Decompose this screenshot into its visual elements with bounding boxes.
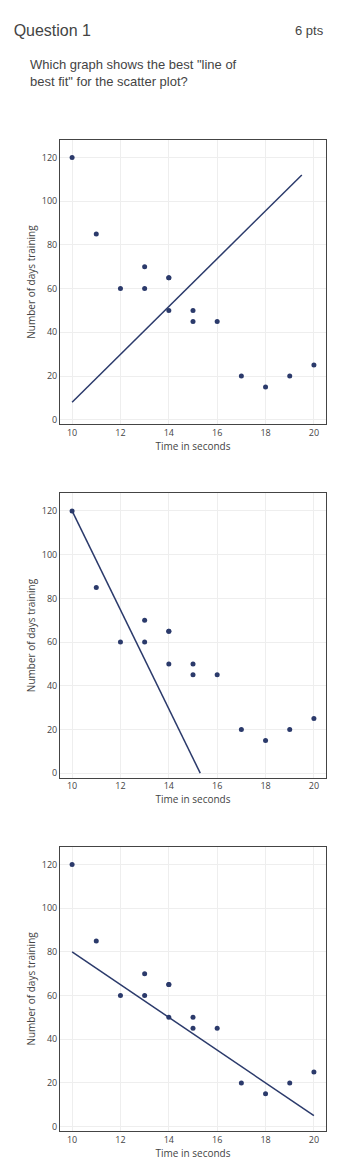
- svg-text:12: 12: [115, 426, 125, 439]
- svg-text:20: 20: [309, 779, 319, 792]
- svg-text:16: 16: [212, 779, 222, 792]
- svg-text:18: 18: [260, 426, 270, 439]
- svg-text:Number of days training: Number of days training: [24, 932, 38, 1046]
- svg-text:Number of days training: Number of days training: [24, 578, 38, 692]
- svg-text:40: 40: [47, 679, 57, 692]
- svg-text:0: 0: [52, 766, 57, 779]
- svg-text:12: 12: [115, 1133, 125, 1146]
- svg-text:120: 120: [42, 858, 57, 871]
- svg-text:20: 20: [47, 369, 57, 382]
- svg-text:40: 40: [47, 325, 57, 338]
- svg-text:60: 60: [47, 989, 57, 1002]
- svg-text:Time in seconds: Time in seconds: [156, 1146, 231, 1160]
- svg-text:Time in seconds: Time in seconds: [156, 792, 231, 806]
- svg-text:6 pts: 6 pts: [295, 23, 324, 38]
- svg-text:10: 10: [67, 779, 77, 792]
- svg-text:14: 14: [164, 1133, 174, 1146]
- svg-text:10: 10: [67, 426, 77, 439]
- svg-text:Number of days training: Number of days training: [24, 225, 38, 339]
- svg-text:14: 14: [164, 426, 174, 439]
- svg-text:120: 120: [42, 151, 57, 164]
- svg-text:12: 12: [115, 779, 125, 792]
- svg-text:100: 100: [42, 901, 57, 914]
- svg-text:120: 120: [42, 504, 57, 517]
- svg-text:16: 16: [212, 1133, 222, 1146]
- svg-text:20: 20: [309, 1133, 319, 1146]
- svg-text:20: 20: [47, 1076, 57, 1089]
- svg-text:Question 1: Question 1: [14, 22, 91, 39]
- svg-text:16: 16: [212, 426, 222, 439]
- svg-text:80: 80: [47, 591, 57, 604]
- svg-text:18: 18: [260, 779, 270, 792]
- svg-text:40: 40: [47, 1032, 57, 1045]
- svg-text:0: 0: [52, 1120, 57, 1133]
- svg-text:18: 18: [260, 1133, 270, 1146]
- svg-text:100: 100: [42, 548, 57, 561]
- svg-text:20: 20: [309, 426, 319, 439]
- svg-text:Which graph shows the best "li: Which graph shows the best "line ofbest …: [30, 57, 237, 89]
- svg-text:0: 0: [52, 413, 57, 426]
- svg-text:20: 20: [47, 723, 57, 736]
- svg-text:100: 100: [42, 194, 57, 207]
- svg-text:60: 60: [47, 282, 57, 295]
- svg-text:80: 80: [47, 238, 57, 251]
- svg-text:60: 60: [47, 635, 57, 648]
- svg-text:14: 14: [164, 779, 174, 792]
- svg-text:10: 10: [67, 1133, 77, 1146]
- svg-text:80: 80: [47, 945, 57, 958]
- svg-text:Time in seconds: Time in seconds: [156, 439, 231, 453]
